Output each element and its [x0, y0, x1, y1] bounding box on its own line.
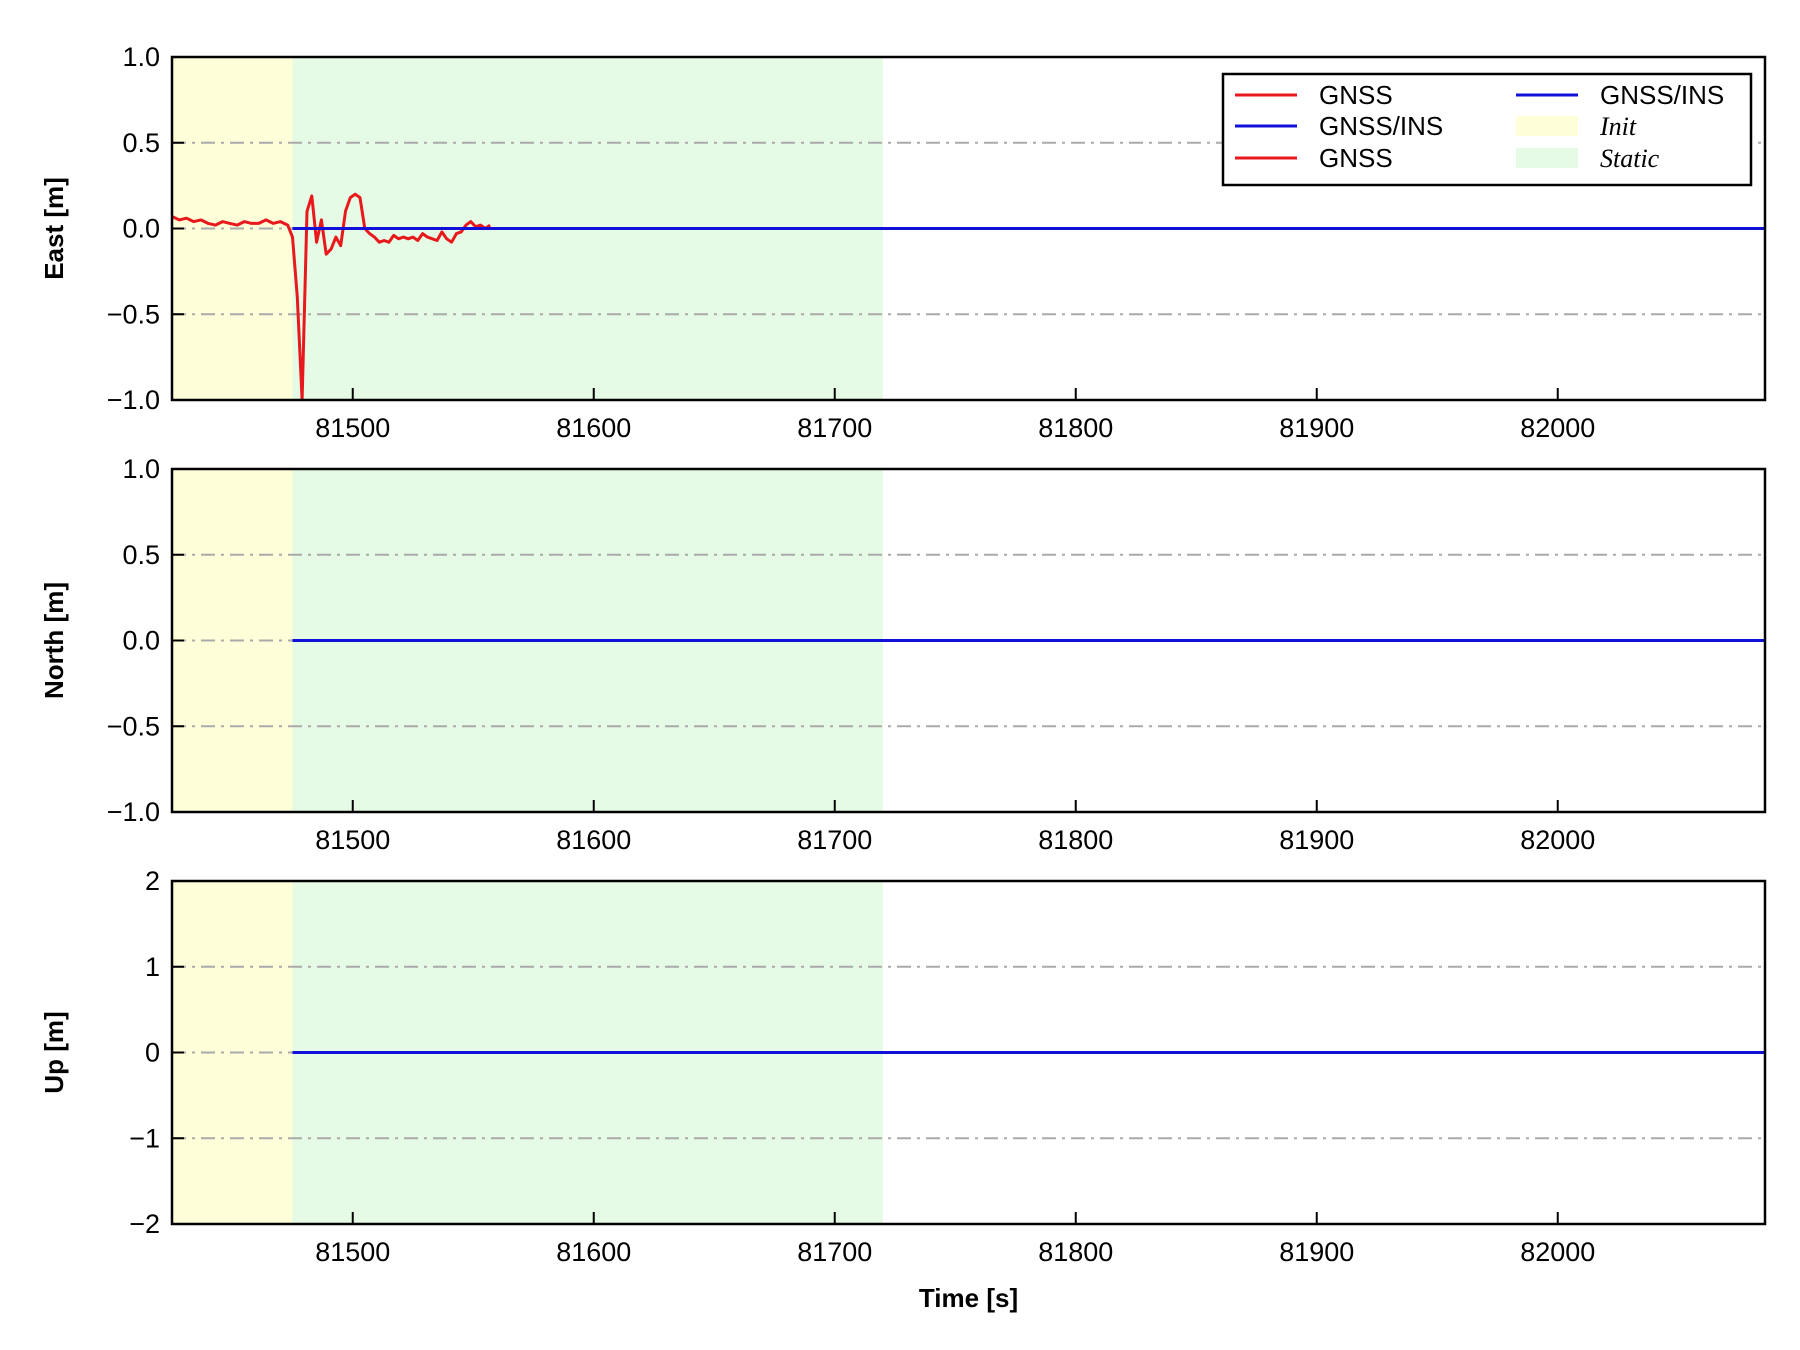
x-tick-label: 81800 — [1038, 1237, 1113, 1267]
legend-label: GNSS — [1319, 143, 1393, 173]
y-tick-label: 0.5 — [122, 128, 160, 158]
x-tick-label: 81800 — [1038, 413, 1113, 443]
panel-north: 81500 81600 81700 81800 81900 82000 −1.0 −0.5 0.… — [39, 454, 1767, 855]
y-tick-label: 2 — [145, 866, 160, 896]
y-tick-label: −0.5 — [107, 299, 160, 329]
x-tick-label: 81600 — [556, 413, 631, 443]
y-axis-label: East [m] — [39, 177, 69, 280]
x-tick-label: 81600 — [556, 825, 631, 855]
x-tick-label: 81700 — [797, 825, 872, 855]
legend-label: GNSS — [1319, 80, 1393, 110]
y-tick-label: 0.5 — [122, 540, 160, 570]
x-tick-label: 81900 — [1279, 1237, 1354, 1267]
y-tick-label: −1.0 — [107, 797, 160, 827]
x-tick-label: 81800 — [1038, 825, 1113, 855]
x-axis-label: Time [s] — [919, 1283, 1018, 1313]
y-tick-label: 0 — [145, 1038, 160, 1068]
x-tick-label: 82000 — [1520, 825, 1595, 855]
panel-up: 81500 81600 81700 81800 81900 82000 −2 −1 0 1 2 Up … — [39, 866, 1767, 1313]
x-tick-label: 81900 — [1279, 413, 1354, 443]
legend-label: GNSS/INS — [1319, 111, 1443, 141]
legend-box — [1221, 72, 1753, 187]
y-tick-label: 0.0 — [122, 626, 160, 656]
x-tick-label: 82000 — [1520, 1237, 1595, 1267]
x-tick-label: 81600 — [556, 1237, 631, 1267]
x-tick-label: 81500 — [315, 825, 390, 855]
y-tick-label: −1 — [129, 1123, 160, 1153]
x-tick-label: 81700 — [797, 1237, 872, 1267]
y-tick-label: 1.0 — [122, 42, 160, 72]
x-tick-label: 81900 — [1279, 825, 1354, 855]
y-tick-label: −1.0 — [107, 385, 160, 415]
x-tick-label: 82000 — [1520, 413, 1595, 443]
x-tick-label: 81500 — [315, 1237, 390, 1267]
legend-entry-gnss-ins: GNSS/INS — [1516, 80, 1724, 110]
y-tick-label: −0.5 — [107, 711, 160, 741]
legend-entry-static: Static — [1516, 144, 1660, 173]
series-line-gnss — [172, 192, 491, 400]
panel-east: 81500 81600 81700 81800 81900 82000 −1.0 −0.5 0.… — [39, 42, 1767, 443]
legend-entry-gnss: GNSS — [1235, 143, 1393, 173]
y-axis-label: Up [m] — [39, 1011, 69, 1093]
legend-label: GNSS/INS — [1600, 80, 1724, 110]
legend-entry-init: Init — [1516, 112, 1637, 141]
y-axis-label: North [m] — [39, 582, 69, 699]
y-tick-label: 0.0 — [122, 214, 160, 244]
y-tick-label: −2 — [129, 1209, 160, 1239]
legend-entry-gnss-ins: GNSS/INS — [1235, 111, 1443, 141]
y-tick-label: 1 — [145, 952, 160, 982]
legend-swatch-patch — [1516, 116, 1578, 136]
legend-label: Static — [1600, 144, 1660, 173]
x-tick-label: 81700 — [797, 413, 872, 443]
y-tick-label: 1.0 — [122, 454, 160, 484]
legend-label: Init — [1599, 112, 1637, 141]
legend-swatch-patch — [1516, 148, 1578, 168]
legend-entry-gnss: GNSS — [1235, 80, 1393, 110]
x-tick-label: 81500 — [315, 413, 390, 443]
